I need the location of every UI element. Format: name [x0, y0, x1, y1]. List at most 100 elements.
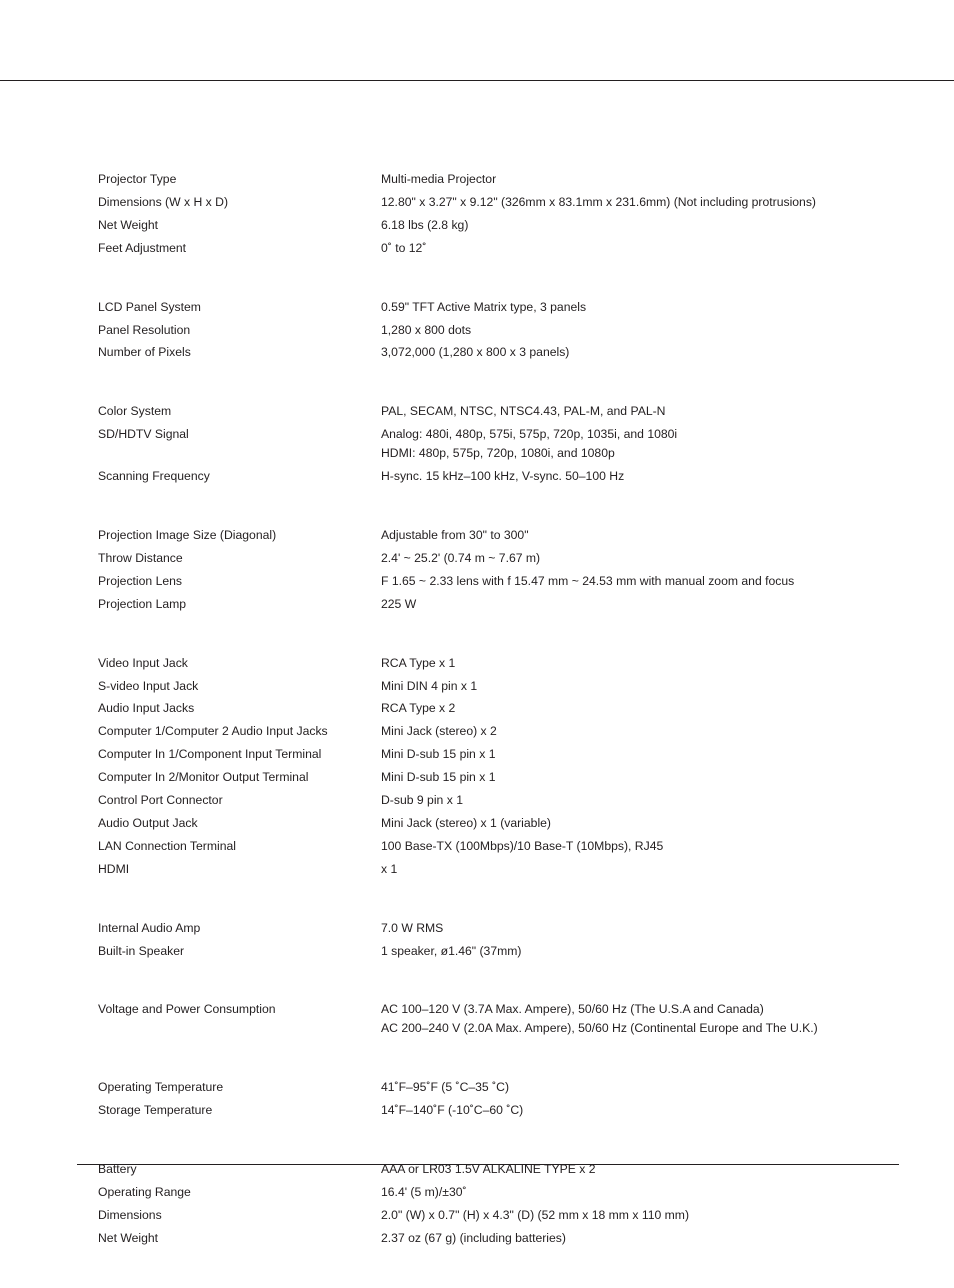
spec-section-panel: LCD Panel System0.59" TFT Active Matrix … — [98, 298, 899, 363]
spec-row: Dimensions2.0" (W) x 0.7" (H) x 4.3" (D)… — [98, 1206, 899, 1225]
spec-label: Color System — [98, 402, 381, 421]
spec-label: HDMI — [98, 860, 381, 879]
spec-label: Panel Resolution — [98, 321, 381, 340]
spec-value-line: Mini Jack (stereo) x 2 — [381, 722, 899, 741]
spec-label: Projector Type — [98, 170, 381, 189]
spec-value: Mini DIN 4 pin x 1 — [381, 677, 899, 696]
spec-section-interface: Video Input JackRCA Type x 1S-video Inpu… — [98, 654, 899, 879]
spec-label: Internal Audio Amp — [98, 919, 381, 938]
spec-value: Mini Jack (stereo) x 2 — [381, 722, 899, 741]
spec-value: Mini Jack (stereo) x 1 (variable) — [381, 814, 899, 833]
spec-section-power: Voltage and Power ConsumptionAC 100–120 … — [98, 1000, 899, 1038]
spec-row: Projection Image Size (Diagonal)Adjustab… — [98, 526, 899, 545]
spec-label: Number of Pixels — [98, 343, 381, 362]
spec-value: F 1.65 ~ 2.33 lens with f 15.47 mm ~ 24.… — [381, 572, 899, 591]
spec-label: Video Input Jack — [98, 654, 381, 673]
spec-value: 0˚ to 12˚ — [381, 239, 899, 258]
spec-label: Projection Lamp — [98, 595, 381, 614]
spec-value: 225 W — [381, 595, 899, 614]
page: Projector TypeMulti-media Projector Dimen… — [0, 0, 954, 1235]
spec-row: Audio Output JackMini Jack (stereo) x 1 … — [98, 814, 899, 833]
spec-label: Throw Distance — [98, 549, 381, 568]
spec-section-mechanical: Projector TypeMulti-media ProjectorDimen… — [98, 170, 899, 258]
spec-value: 1 speaker, ø1.46" (37mm) — [381, 942, 899, 961]
spec-value-line: 2.37 oz (67 g) (including batteries) — [381, 1229, 899, 1248]
spec-value-line: AC 200–240 V (2.0A Max. Ampere), 50/60 H… — [381, 1019, 899, 1038]
spec-row: Storage Temperature14˚F–140˚F (-10˚C–60 … — [98, 1101, 899, 1120]
spec-row: Operating Temperature41˚F–95˚F (5 ˚C–35 … — [98, 1078, 899, 1097]
spec-label: Control Port Connector — [98, 791, 381, 810]
spec-row: Video Input JackRCA Type x 1 — [98, 654, 899, 673]
spec-label: Operating Temperature — [98, 1078, 381, 1097]
spec-row: LAN Connection Terminal100 Base-TX (100M… — [98, 837, 899, 856]
spec-label: Computer 1/Computer 2 Audio Input Jacks — [98, 722, 381, 741]
spec-value-line: 7.0 W RMS — [381, 919, 899, 938]
spec-value-line: 14˚F–140˚F (-10˚C–60 ˚C) — [381, 1101, 899, 1120]
spec-value: 12.80" x 3.27" x 9.12" (326mm x 83.1mm x… — [381, 193, 899, 212]
spec-label: Built-in Speaker — [98, 942, 381, 961]
spec-label: Operating Range — [98, 1183, 381, 1202]
spec-value-line: AC 100–120 V (3.7A Max. Ampere), 50/60 H… — [381, 1000, 899, 1019]
spec-value-line: 225 W — [381, 595, 899, 614]
spec-label: Computer In 2/Monitor Output Terminal — [98, 768, 381, 787]
spec-value-line: Mini Jack (stereo) x 1 (variable) — [381, 814, 899, 833]
spec-value: H-sync. 15 kHz–100 kHz, V-sync. 50–100 H… — [381, 467, 899, 486]
spec-row: Operating Range16.4' (5 m)/±30˚ — [98, 1183, 899, 1202]
spec-row: Projection LensF 1.65 ~ 2.33 lens with f… — [98, 572, 899, 591]
spec-row: Computer In 1/Component Input TerminalMi… — [98, 745, 899, 764]
spec-row: Computer In 2/Monitor Output TerminalMin… — [98, 768, 899, 787]
spec-label: Audio Input Jacks — [98, 699, 381, 718]
spec-label: Feet Adjustment — [98, 239, 381, 258]
spec-section-environment: Operating Temperature41˚F–95˚F (5 ˚C–35 … — [98, 1078, 899, 1120]
spec-value: 0.59" TFT Active Matrix type, 3 panels — [381, 298, 899, 317]
spec-value: AC 100–120 V (3.7A Max. Ampere), 50/60 H… — [381, 1000, 899, 1038]
spec-value-line: D-sub 9 pin x 1 — [381, 791, 899, 810]
spec-row: Internal Audio Amp7.0 W RMS — [98, 919, 899, 938]
spec-row: Projection Lamp225 W — [98, 595, 899, 614]
spec-value-line: 0.59" TFT Active Matrix type, 3 panels — [381, 298, 899, 317]
spec-value: D-sub 9 pin x 1 — [381, 791, 899, 810]
spec-value-line: 41˚F–95˚F (5 ˚C–35 ˚C) — [381, 1078, 899, 1097]
spec-row: Projector TypeMulti-media Projector — [98, 170, 899, 189]
spec-row: Scanning FrequencyH-sync. 15 kHz–100 kHz… — [98, 467, 899, 486]
bottom-rule — [77, 1164, 899, 1165]
spec-value-line: Mini DIN 4 pin x 1 — [381, 677, 899, 696]
spec-value: 3,072,000 (1,280 x 800 x 3 panels) — [381, 343, 899, 362]
spec-value: x 1 — [381, 860, 899, 879]
spec-section-optical: Projection Image Size (Diagonal)Adjustab… — [98, 526, 899, 614]
top-rule — [0, 80, 954, 81]
spec-content: Projector TypeMulti-media Projector Dimen… — [98, 170, 899, 1288]
spec-row: Color SystemPAL, SECAM, NTSC, NTSC4.43, … — [98, 402, 899, 421]
spec-row: Throw Distance2.4' ~ 25.2' (0.74 m ~ 7.6… — [98, 549, 899, 568]
spec-row: Control Port ConnectorD-sub 9 pin x 1 — [98, 791, 899, 810]
spec-value-line: 1 speaker, ø1.46" (37mm) — [381, 942, 899, 961]
spec-value-line: Adjustable from 30" to 300" — [381, 526, 899, 545]
spec-value-line: 100 Base-TX (100Mbps)/10 Base-T (10Mbps)… — [381, 837, 899, 856]
spec-label: Audio Output Jack — [98, 814, 381, 833]
spec-value-line: 0˚ to 12˚ — [381, 239, 899, 258]
spec-label: Net Weight — [98, 1229, 381, 1248]
spec-value: 7.0 W RMS — [381, 919, 899, 938]
spec-label: Projection Image Size (Diagonal) — [98, 526, 381, 545]
spec-label: LAN Connection Terminal — [98, 837, 381, 856]
spec-value-line: AAA or LR03 1.5V ALKALINE TYPE x 2 — [381, 1160, 899, 1179]
spec-label: SD/HDTV Signal — [98, 425, 381, 444]
spec-label: Computer In 1/Component Input Terminal — [98, 745, 381, 764]
spec-value: Mini D-sub 15 pin x 1 — [381, 745, 899, 764]
spec-value-line: 6.18 lbs (2.8 kg) — [381, 216, 899, 235]
spec-row: Net Weight2.37 oz (67 g) (including batt… — [98, 1229, 899, 1248]
spec-value-line: 2.0" (W) x 0.7" (H) x 4.3" (D) (52 mm x … — [381, 1206, 899, 1225]
spec-value: Mini D-sub 15 pin x 1 — [381, 768, 899, 787]
spec-value-line: RCA Type x 2 — [381, 699, 899, 718]
spec-section-signal: Color SystemPAL, SECAM, NTSC, NTSC4.43, … — [98, 402, 899, 486]
spec-value: AAA or LR03 1.5V ALKALINE TYPE x 2 — [381, 1160, 899, 1179]
spec-row: Built-in Speaker1 speaker, ø1.46" (37mm) — [98, 942, 899, 961]
spec-row: BatteryAAA or LR03 1.5V ALKALINE TYPE x … — [98, 1160, 899, 1179]
spec-value-line: 2.4' ~ 25.2' (0.74 m ~ 7.67 m) — [381, 549, 899, 568]
spec-row: SD/HDTV SignalAnalog: 480i, 480p, 575i, … — [98, 425, 899, 463]
spec-value: 16.4' (5 m)/±30˚ — [381, 1183, 899, 1202]
spec-value: 41˚F–95˚F (5 ˚C–35 ˚C) — [381, 1078, 899, 1097]
spec-value-line: 16.4' (5 m)/±30˚ — [381, 1183, 899, 1202]
spec-value-line: Multi-media Projector — [381, 170, 899, 189]
spec-value: Analog: 480i, 480p, 575i, 575p, 720p, 10… — [381, 425, 899, 463]
